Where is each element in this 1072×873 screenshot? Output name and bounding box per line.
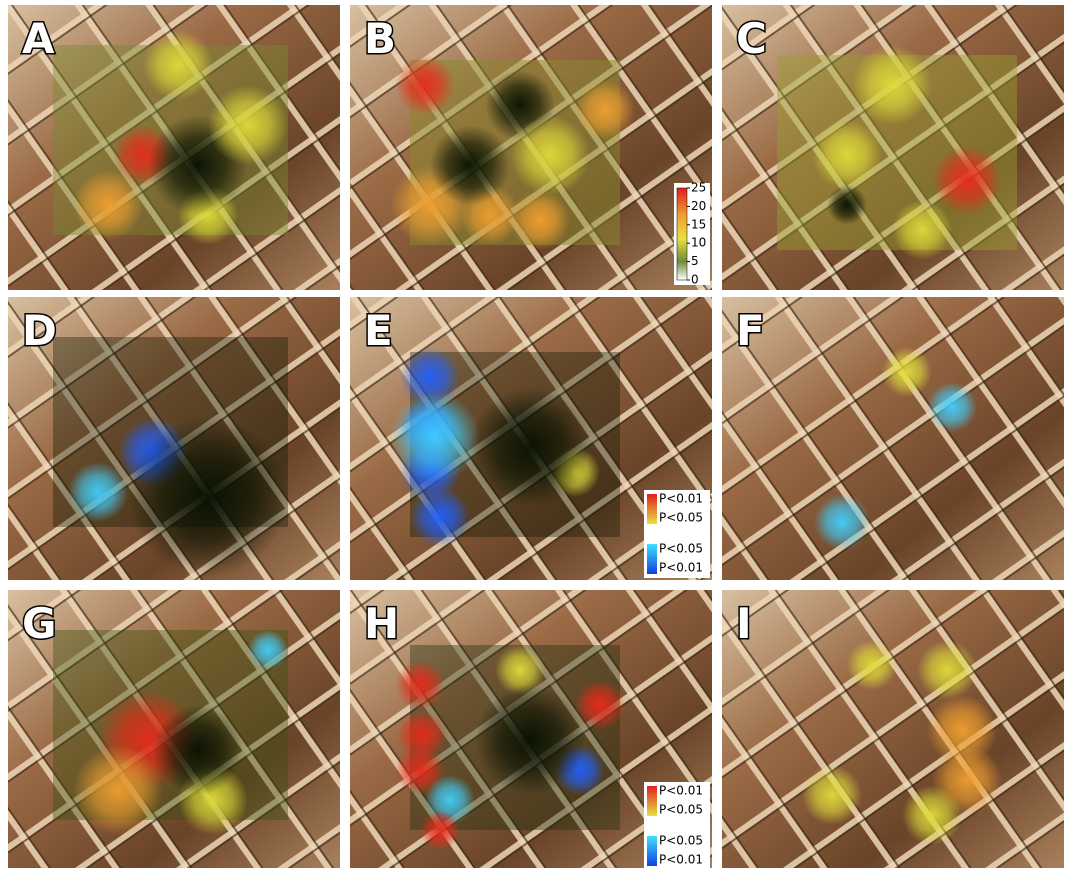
heat-blob xyxy=(208,85,288,165)
panel xyxy=(722,297,1064,580)
panel-label: B xyxy=(364,14,396,63)
panel xyxy=(722,5,1064,290)
colorbar-tick-label: 15 xyxy=(691,217,706,231)
heat-blob xyxy=(814,494,870,550)
heat-blob xyxy=(575,80,635,140)
colorbar-tick-label: 10 xyxy=(691,236,706,250)
panel xyxy=(350,5,712,290)
heat-blob xyxy=(575,680,625,730)
colorbar xyxy=(677,188,687,280)
heat-blob xyxy=(917,640,977,700)
heat-blob xyxy=(510,115,590,195)
heat-blob xyxy=(153,705,243,795)
heat-blob xyxy=(410,487,470,547)
legend-swatch xyxy=(647,786,657,816)
colorbar-tick-label: 0 xyxy=(691,273,699,287)
heat-blob xyxy=(812,120,882,190)
panel xyxy=(8,590,340,868)
heat-blob xyxy=(927,382,977,432)
heat-blob xyxy=(510,190,570,250)
legend-swatch xyxy=(647,494,657,524)
figure: A B C D E F G H I 0 5 10 15 20 25 P<0.01 P<0.05 P<0.05 P<0… xyxy=(0,0,1072,873)
panel xyxy=(8,297,340,580)
panel xyxy=(8,5,340,290)
heat-blob xyxy=(420,810,460,850)
heat-blob xyxy=(395,55,455,115)
heat-blob xyxy=(248,630,288,670)
panel-label: A xyxy=(22,14,55,63)
heat-blob xyxy=(852,45,932,125)
panel-label: E xyxy=(364,306,393,355)
colorbar-tick-label: 25 xyxy=(691,181,706,195)
heat-blob xyxy=(892,200,952,260)
panel-label: H xyxy=(364,599,399,648)
legend-label: P<0.05 xyxy=(659,834,703,848)
legend-label: P<0.05 xyxy=(659,542,703,556)
heat-blob xyxy=(802,765,862,825)
legend-label: P<0.01 xyxy=(659,784,703,798)
colorbar-tick-label: 5 xyxy=(691,254,699,268)
legend-label: P<0.05 xyxy=(659,511,703,525)
panel xyxy=(722,590,1064,868)
legend-label: P<0.05 xyxy=(659,803,703,817)
panel-label: C xyxy=(736,14,767,63)
heat-blob xyxy=(128,417,288,577)
colorbar-tick-label: 20 xyxy=(691,199,706,213)
legend-label: P<0.01 xyxy=(659,561,703,575)
legend-label: P<0.01 xyxy=(659,492,703,506)
legend-swatch xyxy=(647,544,657,574)
legend-swatch xyxy=(647,836,657,866)
heat-blob xyxy=(475,685,585,795)
heat-blob xyxy=(932,145,1002,215)
panel-label: F xyxy=(736,306,765,355)
heat-blob xyxy=(73,745,163,835)
heat-blob xyxy=(430,125,510,205)
panel-label: I xyxy=(736,599,752,648)
panel-label: D xyxy=(22,306,57,355)
heat-blob xyxy=(390,392,480,482)
heat-blob xyxy=(143,30,213,100)
heat-blob xyxy=(470,387,590,507)
heat-blob xyxy=(827,185,867,225)
panel-label: G xyxy=(22,599,56,648)
legend-label: P<0.01 xyxy=(659,853,703,867)
heat-blob xyxy=(882,347,932,397)
heat-blob xyxy=(902,785,962,845)
heat-blob xyxy=(68,462,128,522)
heat-blob xyxy=(847,640,897,690)
heat-blob xyxy=(395,660,445,710)
heat-blob xyxy=(73,170,143,240)
